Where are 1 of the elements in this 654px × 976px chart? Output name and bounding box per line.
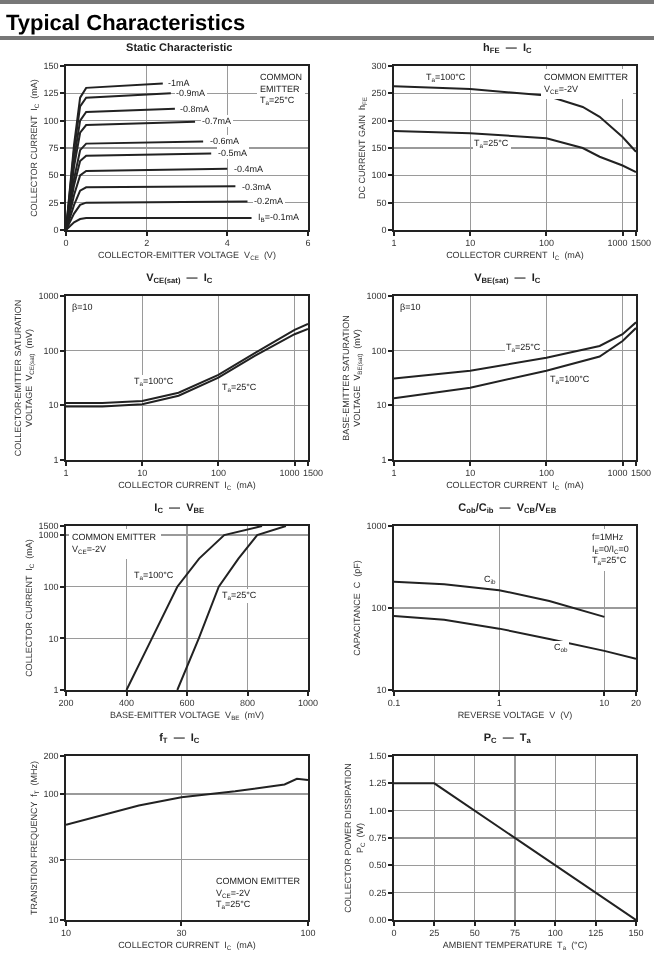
text: Typical Characteristics <box>0 0 654 40</box>
